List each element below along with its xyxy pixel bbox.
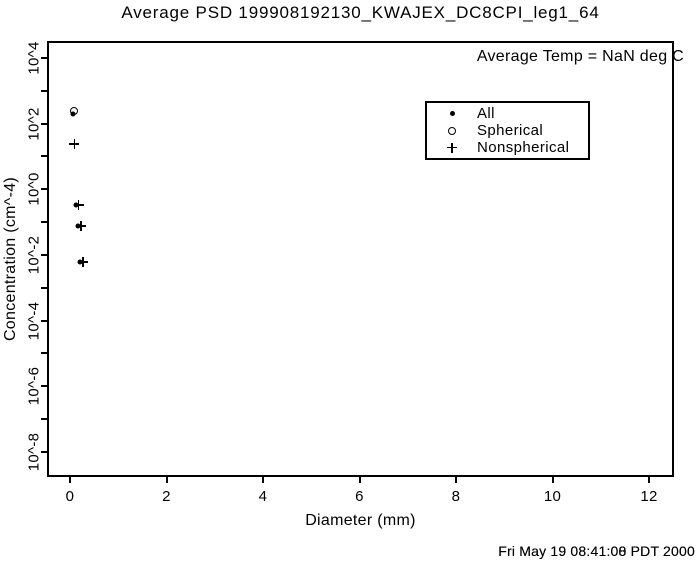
y-tick [41,418,47,421]
timestamp-overprint: Fri May 19 08:41:00 PDT 2000 [498,543,695,559]
x-axis-title: Diameter (mm) [305,512,416,529]
y-tick [41,221,47,224]
x-tick [69,477,71,483]
x-tick [262,477,264,483]
legend-label-spherical: Spherical [477,122,544,139]
x-tick [551,477,554,483]
point-nonspherical [78,257,89,268]
legend-symbol-cell [427,142,477,153]
legend-label-all: All [477,105,495,122]
y-tick [41,450,47,453]
y-axis-title: Concentration (cm^-4) [2,176,19,342]
x-tick-label: 8 [451,488,461,505]
x-tick-label: 2 [162,488,171,505]
y-tick [41,57,47,59]
plot-title: Average PSD 199908192130_KWAJEX_DC8CPI_l… [121,3,600,22]
point-nonspherical [69,139,80,150]
y-tick-label: 10^-8 [25,432,43,472]
y-tick [41,155,47,158]
y-tick [41,385,47,388]
x-tick [455,477,457,483]
y-tick-label: 10^-4 [25,301,43,340]
legend-symbol-cell [427,126,477,135]
y-tick-label: 10^0 [25,172,43,206]
legend-item-all: All [427,105,588,122]
legend-item-spherical: Spherical [427,122,588,139]
point-nonspherical [73,200,84,211]
x-tick-label: 12 [640,488,658,505]
legend-symbol-cell [427,111,477,116]
legend-box: All Spherical Nonspherical [425,101,590,160]
y-tick-label: 10^2 [25,107,43,141]
x-tick [165,477,168,483]
y-tick [41,89,47,92]
legend-label-nonspherical: Nonspherical [477,139,570,156]
y-tick-label: 10^-2 [25,235,43,275]
y-tick [41,352,47,355]
x-tick-label: 10 [543,488,562,505]
y-tick [41,319,47,322]
circle-marker-icon [448,126,456,135]
point-nonspherical [76,221,87,232]
y-tick [41,188,47,191]
x-tick-label: 4 [258,488,268,505]
dot-marker-icon [449,111,455,116]
x-tick [358,477,361,483]
y-tick-label: 10^4 [25,41,43,75]
y-tick [41,286,47,289]
x-tick-label: 0 [65,488,75,505]
y-tick-label: 10^-6 [25,367,43,406]
y-tick [41,253,47,256]
plot-frame [47,41,674,477]
timestamp: Fri May 19 08:41:08 PDT 2000 [498,543,695,559]
x-tick [648,477,650,483]
x-tick-label: 6 [355,488,364,505]
plus-marker-icon [447,142,457,153]
avg-temp-annotation: Average Temp = NaN deg C [476,48,684,65]
legend-item-nonspherical: Nonspherical [427,139,588,156]
point-spherical [70,106,79,115]
y-tick [41,122,47,125]
